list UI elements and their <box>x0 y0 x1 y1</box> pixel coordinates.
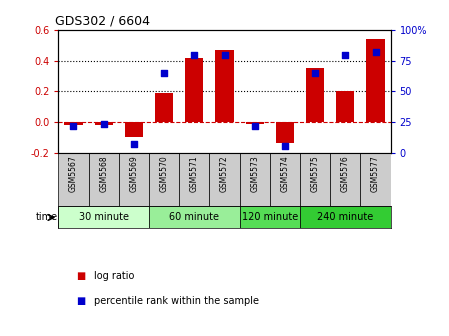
Point <box>342 52 349 57</box>
Text: GSM5571: GSM5571 <box>190 155 199 192</box>
Bar <box>58 206 149 228</box>
Bar <box>155 93 173 122</box>
Text: time: time <box>36 212 58 222</box>
Text: GSM5576: GSM5576 <box>341 155 350 192</box>
Bar <box>270 153 300 206</box>
Bar <box>58 153 88 206</box>
Text: GSM5577: GSM5577 <box>371 155 380 192</box>
Text: 30 minute: 30 minute <box>79 212 129 222</box>
Bar <box>276 122 294 143</box>
Point <box>221 52 228 57</box>
Point <box>160 70 167 76</box>
Text: ■: ■ <box>76 296 86 306</box>
Bar <box>306 69 324 122</box>
Bar <box>300 153 330 206</box>
Point <box>372 50 379 55</box>
Text: GSM5570: GSM5570 <box>159 155 168 192</box>
Text: ■: ■ <box>76 270 86 281</box>
Text: GDS302 / 6604: GDS302 / 6604 <box>55 15 150 28</box>
Point <box>100 122 107 127</box>
Point <box>312 70 319 76</box>
Text: GSM5573: GSM5573 <box>250 155 259 192</box>
Point <box>70 123 77 128</box>
Bar <box>179 153 209 206</box>
Bar <box>209 153 240 206</box>
Text: 60 minute: 60 minute <box>169 212 219 222</box>
Bar <box>240 153 270 206</box>
Text: percentile rank within the sample: percentile rank within the sample <box>94 296 259 306</box>
Bar <box>361 153 391 206</box>
Bar <box>240 206 300 228</box>
Text: log ratio: log ratio <box>94 270 135 281</box>
Text: GSM5569: GSM5569 <box>129 155 138 192</box>
Bar <box>119 153 149 206</box>
Bar <box>330 153 361 206</box>
Bar <box>149 153 179 206</box>
Point <box>251 123 258 128</box>
Bar <box>366 39 385 122</box>
Point <box>191 52 198 57</box>
Text: 240 minute: 240 minute <box>317 212 374 222</box>
Text: GSM5568: GSM5568 <box>99 155 108 192</box>
Bar <box>64 122 83 125</box>
Bar <box>95 122 113 125</box>
Point <box>130 141 137 147</box>
Text: GSM5567: GSM5567 <box>69 155 78 192</box>
Bar <box>88 153 119 206</box>
Bar <box>125 122 143 137</box>
Text: 120 minute: 120 minute <box>242 212 298 222</box>
Bar <box>185 58 203 122</box>
Text: GSM5574: GSM5574 <box>281 155 290 192</box>
Text: GSM5572: GSM5572 <box>220 155 229 192</box>
Bar <box>300 206 391 228</box>
Text: GSM5575: GSM5575 <box>311 155 320 192</box>
Bar <box>246 122 264 124</box>
Bar <box>336 91 354 122</box>
Point <box>282 144 289 149</box>
Bar <box>216 50 233 122</box>
Bar <box>149 206 240 228</box>
